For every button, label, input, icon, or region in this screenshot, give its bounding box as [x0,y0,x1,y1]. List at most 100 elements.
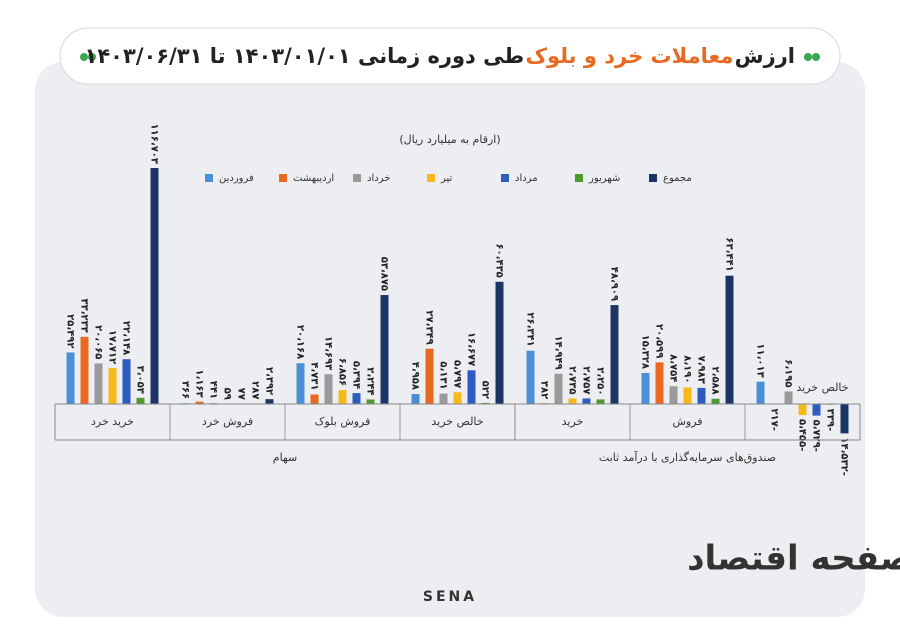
value-label: ۵،۷۲۹- [811,420,822,452]
value-label: ۳۶۶ [180,381,191,399]
category-label: فروش بلوک [315,415,371,428]
value-label: ۲،۷۵۷ [581,366,592,394]
value-label: ۶،۱۹۵ [783,359,794,387]
bar [784,391,793,404]
value-label: ۲،۵۸۸ [710,367,721,395]
bar [756,381,765,404]
value-label: ۱۱۶،۷۰۳ [149,124,160,164]
bar [439,393,448,404]
legend-label: تیر [440,173,453,184]
bar [80,336,89,404]
value-label: ۸،۷۵۴ [668,354,679,382]
value-label: ۱۷،۷۱۲ [107,330,118,364]
value-label: ۲۱۷- [769,408,780,430]
bar [669,386,678,404]
value-label: ۲۰،۰۶۵ [93,325,104,359]
bar [108,368,117,404]
subtitle: (ارقام به میلیارد ریال) [399,133,500,146]
value-label: ۶،۸۵۶ [337,358,348,386]
watermark: صفحه اقتصاد [687,539,900,579]
value-label: ۴۸،۹۰۹ [609,267,620,301]
value-label: ۳۸۲ [539,381,550,399]
title-part: طی دوره زمانی ۱۴۰۳/۰۱/۰۱ تا ۱۴۰۳/۰۶/۳۱ [85,44,525,68]
category-label: خرید [562,415,584,428]
title-part: ارزش [735,44,795,68]
bar [840,404,849,434]
value-label: ۱۴،۹۴۹ [553,335,564,369]
category-label: خالص خرید [796,381,848,394]
value-label: ۲۷،۳۴۹ [424,310,435,344]
bar [195,401,204,404]
value-label: ۴،۷۳۱ [309,362,320,390]
bar [324,374,333,404]
bar [798,404,807,416]
value-label: ۵،۳۹۴ [351,361,362,389]
value-label: ۲۸۷ [250,381,261,399]
quote-mark [80,53,88,61]
group-label: سهام [273,451,297,464]
value-label: ۱۴،۶۹۳ [323,336,334,370]
panel [35,62,865,617]
value-label: ۳۳،۲۳۳ [79,298,90,332]
bar [352,393,361,404]
value-label: ۲،۲۴۴ [365,367,376,395]
value-label: ۶۳،۴۴۱ [724,237,735,271]
title-part: معاملات خرد و بلوک [525,44,733,68]
value-label: ۱۴،۵۳۲- [839,437,850,475]
bar [526,350,535,404]
quote-mark [804,53,812,61]
bar [683,387,692,404]
category-label: خالص خرید [431,415,483,428]
legend-swatch [501,174,509,182]
legend-swatch [279,174,287,182]
bar [467,370,476,404]
bar [725,275,734,404]
legend-swatch [427,174,435,182]
value-label: ۵۲۲ [480,381,491,399]
value-label: ۴۴۱ [208,381,219,399]
value-label: ۶۰،۴۳۵ [494,243,505,277]
legend-label: اردیبهشت [293,173,334,184]
bar [711,398,720,404]
value-label: ۵۹ [222,388,233,400]
legend-label: خرداد [367,173,390,184]
bar [481,402,490,404]
value-label: ۴،۹۵۸ [410,362,421,390]
value-label: ۲۰،۱۶۸ [295,325,306,359]
value-label: ۵،۴۵۵- [797,419,808,451]
value-label: ۲،۷۳۵ [567,366,578,394]
legend-label: فروردین [219,173,254,184]
value-label: ۷،۹۸۳ [696,356,707,384]
bar [812,404,821,416]
legend-swatch [353,174,361,182]
value-label: ۲۵،۴۹۲ [65,314,76,348]
bar [265,399,274,404]
bar [641,373,650,404]
bar [338,390,347,404]
bar [310,394,319,404]
bar [94,363,103,404]
quote-mark [812,53,820,61]
value-label: ۵۳،۸۷۵ [379,257,390,291]
bar [568,398,577,404]
category-label: فروش [672,415,702,428]
group-label: صندوق‌های سرمایه‌گذاری با درآمد ثابت [599,450,776,464]
bar [655,362,664,404]
bar [136,397,145,404]
quote-mark [88,53,96,61]
value-label: ۵،۱۳۱ [438,361,449,389]
value-label: ۵،۷۹۷ [452,360,463,388]
bar [296,363,305,404]
value-label: ۳،۰۵۳ [135,366,146,394]
legend-label: مجموع [663,173,692,184]
bar [122,359,131,404]
title-pill [59,27,841,85]
value-label: ۲،۳۹۲ [264,367,275,395]
bar [366,399,375,404]
bar [495,281,504,404]
value-label: ۱۱،۰۱۳ [755,343,766,377]
value-label: ۱۶،۶۷۷ [466,332,477,366]
bar [596,399,605,404]
legend-label: شهریور [588,173,620,184]
